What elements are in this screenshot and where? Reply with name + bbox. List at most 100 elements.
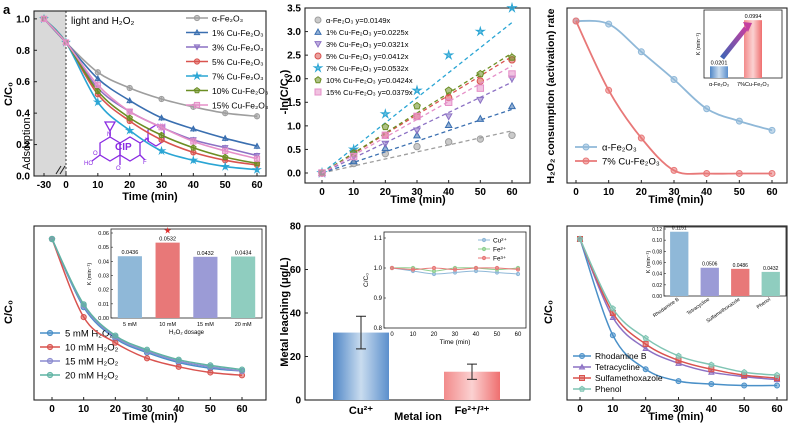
data-point [143,355,151,362]
data-point [349,156,358,165]
data-point [507,101,517,110]
inset-data-point [452,267,458,272]
data-point [252,164,262,174]
legend-label: 7% Cu-Fe₂O₃ y=0.0532x [326,64,409,73]
inset-x-tick-label: 60 [515,332,522,338]
data-point [774,382,780,389]
data-point [253,155,261,162]
legend-marker [193,28,201,36]
cip-molecule-drawing [91,121,165,165]
data-point [158,95,165,103]
inset-x-tick-label: 30 [452,332,459,338]
chart-e-inset: 0.8 0.9 1.0 1.1 0 10 20 30 40 50 60 Cu²⁺ Fe²⁺ Fe³⁺ Tim… [363,231,527,346]
chart-f-inset: 0.000.020.040.060.080.100.12 0.1151Rhodam… [646,226,787,325]
panel-c-letter: c [535,2,542,17]
data-point [768,126,776,134]
chart-f-frame [566,225,788,401]
data-point [444,113,453,121]
inset-data-point [389,265,395,271]
y-tick-label: 0.8 [16,46,30,57]
inset-legend-label: Fe³⁺ [493,256,507,263]
legend-marker [46,343,54,351]
legend-label: 1% Cu-Fe₂O₃ [212,28,264,38]
y-tick-label: 3.5 [287,4,301,15]
data-point [773,371,781,378]
x-tick-label: 30 [156,180,168,191]
data-point [207,369,214,376]
chart-c-xlabel: Time (min) [648,194,704,206]
x-tick-label: 40 [173,404,185,415]
inset-bar [710,66,728,78]
data-point [207,362,214,369]
legend-marker [193,86,201,94]
legend-marker [314,52,322,60]
x-tick-label: 60 [236,404,248,415]
legend-label: 10% Cu-Fe₂O₃ y=0.0424x [326,76,413,85]
cip-label: CIP [115,142,132,153]
data-point [605,20,613,28]
inset-cat-label: 15 mM [197,322,214,328]
x-tick-label: 10 [607,404,619,415]
panel-e-letter: e [276,220,283,235]
chart-d-frame [33,225,267,401]
data-point [221,153,229,160]
chart-b-xlabel: Time (min) [390,194,446,206]
data-point [94,87,102,94]
inset-cat-label: Sulfamethoxazole [705,297,741,325]
chart-a: -30 0 10 20 30 40 50 60 0.0 0.2 0.4 0.6 0.8 1.0 Time (… [3,10,268,203]
data-point [124,125,135,135]
inset-legend-label: Cu²⁺ [493,238,507,245]
legend-marker [314,27,322,35]
x-tick-label: 20 [380,187,392,198]
legend-label: 5% Cu-Fe₂O₃ y=0.0412x [326,52,409,61]
y-tick-label: 0.5 [287,145,301,156]
data-point [741,382,748,389]
inset-cat-label: Tetracycline [686,297,711,317]
fit-line [321,108,513,174]
inset-xlabel: H₂O₂ dosage [169,330,205,336]
legend-label: Rhodamine B [595,351,647,361]
inset-y-tick-label: 0.10 [652,238,662,244]
inset-ylabel: C/C₀ [363,273,370,287]
data-point [675,357,682,364]
chart-c-series [572,17,776,177]
inset-y-tick-label: 0.02 [98,288,109,294]
chart-d-ylabel: C/C₀ [3,300,15,324]
data-point [126,108,133,115]
data-point [158,131,165,138]
chart-a-xlabel: Time (min) [122,191,178,203]
data-point [642,341,649,348]
inset-frame [383,231,527,329]
x-tick-label: 50 [734,187,746,198]
inset-bar [700,267,719,296]
y-tick-label: 2.5 [287,51,301,62]
data-point [253,113,261,120]
data-point [411,84,423,96]
data-point [508,131,516,139]
legend-marker [582,157,590,165]
x-tick-label: 60 [771,404,783,415]
data-point [474,25,487,37]
inset-bar-value: 0.0506 [702,262,718,268]
data-point [175,356,182,363]
trend-arrow [720,26,748,60]
data-point [221,134,229,141]
y-tick-label: 0.0 [16,172,30,183]
inset-y-tick-label: 0.00 [652,294,662,300]
data-point [92,97,103,107]
data-point [642,334,649,341]
inset-ylabel: K (min⁻¹) [87,263,93,286]
inset-data-point [494,265,500,271]
data-point [476,114,485,122]
data-point [94,81,101,88]
data-point [412,131,422,139]
y-tick-label: 80 [290,222,302,233]
chart-f-ylabel: C/C₀ [543,300,555,324]
chart-c-ylabel: H₂O₂ consumption (activation) rate [545,8,557,183]
data-point [143,346,151,353]
inset-x-tick-label: 0 [390,332,394,338]
legend-marker [314,41,322,49]
data-point [94,69,101,76]
cip-atom-n1: N [107,132,111,138]
axis-break [59,165,66,175]
